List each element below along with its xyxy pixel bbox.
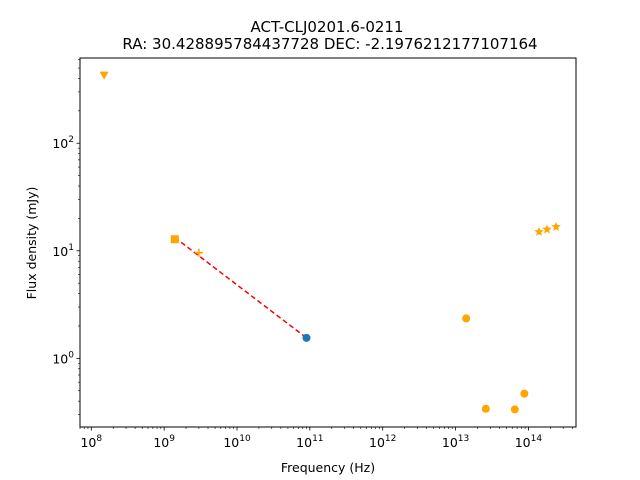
x-tick-label: 1012 [369, 434, 396, 450]
data-point [510, 405, 519, 414]
x-tick-label: 109 [153, 434, 175, 450]
data-point [302, 333, 311, 342]
data-point [170, 235, 179, 244]
x-tick-label: 1013 [442, 434, 469, 450]
data-point [542, 224, 552, 234]
x-tick-label: 1014 [515, 434, 543, 450]
data-point [551, 221, 561, 231]
x-tick-label: 1010 [223, 434, 251, 450]
y-axis-label: Flux density (mJy) [24, 187, 39, 300]
x-axis-label: Frequency (Hz) [281, 460, 375, 475]
y-tick-label: 102 [52, 135, 74, 151]
y-tick-label: 101 [52, 243, 74, 259]
axis-ticks: 108 109 1010 1011 1012 1013 1014 100 101 102 [52, 59, 573, 450]
fit-line [174, 236, 307, 339]
plot-content [99, 71, 561, 414]
x-tick-label: 1011 [296, 434, 323, 450]
data-point [462, 314, 471, 323]
plot-frame [79, 57, 577, 428]
data-point [520, 389, 529, 398]
x-tick-label: 108 [80, 434, 102, 450]
chart-title: ACT-CLJ0201.6-0211 [251, 18, 404, 36]
chart-subtitle: RA: 30.428895784437728 DEC: -2.197621217… [122, 35, 537, 53]
data-point [481, 404, 490, 413]
y-tick-label: 100 [52, 350, 74, 366]
data-point [194, 248, 203, 257]
data-point [99, 71, 109, 80]
data-point [534, 226, 544, 236]
